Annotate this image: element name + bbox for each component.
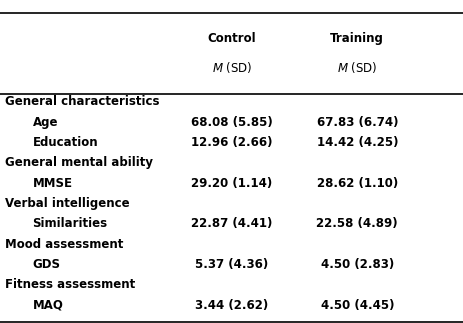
Text: 14.42 (4.25): 14.42 (4.25) <box>316 136 397 149</box>
Text: Education: Education <box>32 136 98 149</box>
Text: Age: Age <box>32 116 58 129</box>
Text: GDS: GDS <box>32 258 60 271</box>
Text: General mental ability: General mental ability <box>5 156 152 169</box>
Text: 28.62 (1.10): 28.62 (1.10) <box>316 177 397 190</box>
Text: MMSE: MMSE <box>32 177 72 190</box>
Text: 4.50 (4.45): 4.50 (4.45) <box>320 299 393 312</box>
Text: 22.58 (4.89): 22.58 (4.89) <box>316 217 397 230</box>
Text: 3.44 (2.62): 3.44 (2.62) <box>195 299 268 312</box>
Text: 68.08 (5.85): 68.08 (5.85) <box>191 116 272 129</box>
Text: 67.83 (6.74): 67.83 (6.74) <box>316 116 397 129</box>
Text: 12.96 (2.66): 12.96 (2.66) <box>191 136 272 149</box>
Text: Training: Training <box>330 32 383 45</box>
Text: MAQ: MAQ <box>32 299 63 312</box>
Text: Mood assessment: Mood assessment <box>5 238 123 251</box>
Text: 4.50 (2.83): 4.50 (2.83) <box>320 258 393 271</box>
Text: 29.20 (1.14): 29.20 (1.14) <box>191 177 272 190</box>
Text: $\bf{\it{M}}$ (SD): $\bf{\it{M}}$ (SD) <box>336 60 377 75</box>
Text: 22.87 (4.41): 22.87 (4.41) <box>191 217 272 230</box>
Text: $\bf{\it{M}}$ (SD): $\bf{\it{M}}$ (SD) <box>211 60 252 75</box>
Text: General characteristics: General characteristics <box>5 95 159 108</box>
Text: Similarities: Similarities <box>32 217 107 230</box>
Text: Control: Control <box>207 32 256 45</box>
Text: Verbal intelligence: Verbal intelligence <box>5 197 129 210</box>
Text: 5.37 (4.36): 5.37 (4.36) <box>195 258 268 271</box>
Text: Fitness assessment: Fitness assessment <box>5 278 135 291</box>
